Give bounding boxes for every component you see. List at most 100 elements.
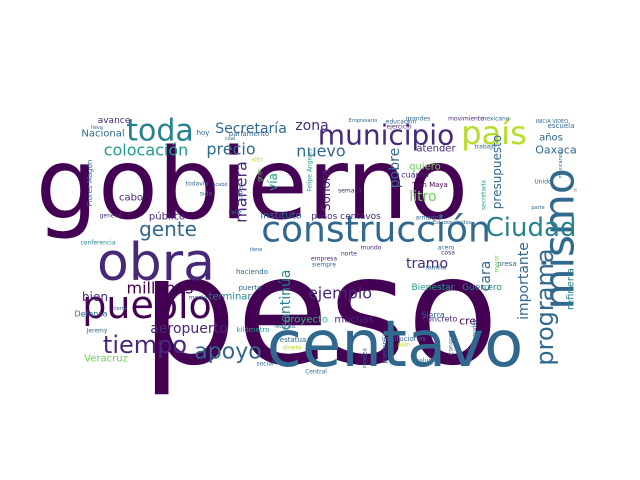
cloud-word: litro	[409, 189, 436, 205]
cloud-word: parlamento	[229, 130, 269, 138]
cloud-word: millones	[126, 279, 193, 298]
cloud-word: kilómetro	[236, 326, 269, 334]
cloud-word: mejor	[494, 255, 501, 273]
cloud-word: Tren Maya	[411, 181, 448, 189]
cloud-word: ejercicio	[387, 124, 412, 131]
cloud-word: empresa	[311, 256, 337, 263]
cloud-word: salud	[416, 358, 432, 365]
cloud-word: secretaría	[481, 180, 488, 210]
cloud-word: terminar	[208, 292, 252, 303]
cloud-word: tiempo	[103, 331, 187, 359]
cloud-word: toda	[126, 114, 194, 149]
cloud-word: avance	[98, 116, 131, 126]
cloud-word: Oaxaca	[535, 144, 576, 157]
cloud-word: puerto	[238, 284, 261, 292]
cloud-word: acabó	[212, 181, 227, 188]
cloud-word: Felipe Ángeles	[307, 148, 314, 191]
cloud-word: público	[149, 211, 185, 223]
cloud-word: social	[256, 361, 273, 368]
cloud-word: vía	[266, 173, 280, 191]
cloud-word: años	[539, 133, 563, 144]
cloud-word: ejemplo	[308, 284, 372, 303]
cloud-word: nuevo	[296, 142, 345, 161]
cloud-word: tiene	[250, 247, 263, 253]
cloud-word: proyecto	[284, 315, 328, 326]
cloud-word: Guerrero	[462, 283, 502, 293]
cloud-word: cabo	[119, 193, 143, 204]
cloud-word: parte	[531, 205, 544, 211]
cloud-word: Sonora	[319, 169, 333, 211]
cloud-word: Sierra	[421, 311, 445, 320]
cloud-word: Nacional	[81, 129, 124, 140]
cloud-word: pobre	[387, 148, 403, 188]
cloud-word: gente	[139, 217, 197, 241]
cloud-word: hoy	[197, 129, 210, 137]
cloud-word: mexicanos	[558, 151, 564, 178]
cloud-word: muchas	[334, 315, 373, 326]
cloud-word: general	[100, 213, 123, 220]
cloud-word: educación	[386, 119, 417, 126]
cloud-word: medio	[189, 295, 208, 302]
cloud-word: trabajo	[474, 144, 496, 151]
cloud-word: Estados Unidos	[433, 220, 472, 226]
cloud-word: importante	[516, 242, 532, 320]
cloud-word: obra	[97, 233, 215, 293]
cloud-word: pueblo	[82, 283, 212, 327]
cloud-word: cosa	[441, 250, 455, 257]
cloud-word: conferencia	[80, 240, 115, 247]
cloud-word: precio	[206, 140, 255, 159]
cloud-word: concreto	[423, 315, 458, 324]
cloud-word: continúa	[278, 270, 294, 331]
cloud-word: gobierno	[36, 128, 469, 242]
cloud-word: atender	[416, 144, 456, 155]
cloud-word: grandes	[406, 116, 430, 123]
cloud-word: cara	[478, 261, 494, 292]
cloud-word: recursos	[274, 324, 296, 330]
cloud-word: centavo	[267, 308, 523, 382]
cloud-word: alto	[251, 157, 263, 164]
cloud-word: lleva	[91, 125, 103, 131]
cloud-word: mismo	[535, 168, 584, 309]
cloud-word: siempre	[312, 262, 336, 269]
cloud-word: manera	[232, 161, 251, 223]
cloud-word: sido	[200, 191, 213, 198]
cloud-word: Empresario	[349, 118, 377, 124]
cloud-word: municipio	[318, 119, 454, 152]
cloud-word: estatua	[280, 336, 306, 344]
cloud-word: norte	[341, 251, 357, 258]
cloud-word: tramo	[406, 256, 448, 272]
cloud-word: apoyo	[194, 340, 261, 365]
cloud-word: zona	[295, 118, 328, 134]
cloud-word: pesos centavos	[311, 212, 381, 222]
cloud-word: INICIA VIDEO	[536, 119, 569, 125]
cloud-word: Defensa	[75, 310, 108, 319]
cloud-word: sea	[467, 347, 476, 353]
cloud-word: país	[461, 114, 526, 152]
cloud-word: acero	[438, 245, 455, 252]
cloud-word: construcción	[261, 210, 491, 251]
cloud-word: pueden	[382, 341, 389, 364]
cloud-word: poder	[472, 319, 479, 337]
cloud-word: realiza	[362, 348, 369, 368]
cloud-word: saben	[238, 183, 245, 201]
cloud-word: refinería	[565, 268, 577, 310]
cloud-word: presupuesto	[490, 135, 504, 209]
cloud-word: armado	[415, 215, 438, 222]
cloud-word: tierra	[113, 306, 127, 312]
cloud-word: dinero	[283, 345, 302, 352]
cloud-word: Unido	[534, 179, 552, 186]
cloud-word: mundo	[361, 245, 382, 252]
cloud-word: cual	[225, 136, 235, 142]
cloud-word: programa	[531, 248, 559, 365]
cloud-word: Veracruz	[84, 354, 128, 365]
cloud-word: aeropuerto	[150, 321, 227, 337]
cloud-word: haciendo	[236, 268, 268, 276]
cloud-word: colocación	[104, 141, 189, 160]
cloud-word: familia	[426, 265, 447, 272]
cloud-word: presa	[497, 260, 516, 268]
cloud-word: creo	[459, 315, 483, 328]
cloud-word: instituciones	[382, 335, 427, 343]
cloud-word: conocer	[448, 331, 455, 355]
cloud-word: gran	[257, 168, 264, 182]
